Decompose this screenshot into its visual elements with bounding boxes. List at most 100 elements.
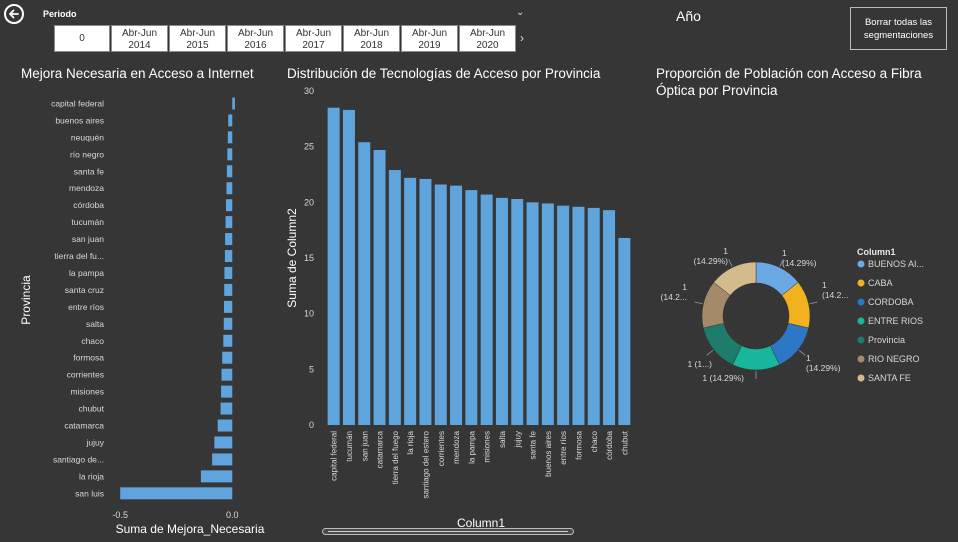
slicer-tile[interactable]: Abr-Jun 2020 [459,25,516,52]
x-tick-label: entre ríos [559,431,568,465]
bar [224,283,233,296]
leader-line [728,259,733,267]
x-tick-label: 0.0 [226,510,239,520]
bar [212,453,233,466]
y-tick-label: san luis [75,488,104,498]
leader-line [809,301,818,305]
bar [511,198,524,425]
chart-fibra-optica-donut[interactable]: 1(14.29%)1(14.2...1(14.29%)1 (14.29%)1 (… [640,230,958,405]
bar [220,402,233,415]
tile-year: 2015 [186,40,209,51]
x-axis-label: Suma de Mejora_Necesaria [116,522,265,536]
bar [225,216,233,229]
y-tick-label: 10 [304,309,314,319]
bar [526,202,539,425]
data-label: 1 (14.29%) [702,373,744,383]
chevron-down-icon[interactable]: ⌄ [516,7,525,18]
clear-all-slicers-button[interactable]: Borrar todas las segmentaciones [850,7,947,50]
slicer-tile[interactable]: Abr-Jun 2015 [169,25,226,52]
slicer-tile[interactable]: Abr-Jun 2016 [227,25,284,52]
bar [465,190,478,425]
y-tick-label: córdoba [73,200,104,210]
slicer-tile[interactable]: Abr-Jun 2017 [285,25,342,52]
legend-marker [857,317,865,325]
leader-line [706,349,714,356]
y-tick-label: tucumán [71,217,104,227]
bar [572,206,585,425]
y-tick-label: jujuy [86,437,105,447]
tile-label: Abr-Jun [295,28,331,39]
y-tick-label: buenos aires [55,115,104,125]
x-tick-label: chaco [590,430,599,452]
x-tick-label: jujuy [513,431,522,448]
tile-label: Abr-Jun [353,28,389,39]
bar [223,334,233,347]
x-tick-label: chubut [620,430,629,455]
y-tick-label: chaco [81,336,104,346]
slicer-tile[interactable]: Abr-Jun 2014 [111,25,168,52]
y-tick-label: tierra del fu... [54,251,104,261]
slicer-tile[interactable]: 0 [54,25,110,52]
back-button[interactable] [4,4,24,24]
x-tick-label: santiago del estero [421,430,430,498]
scrollbar-thumb[interactable] [328,531,568,532]
bar [603,210,616,425]
tile-year: 2019 [418,40,441,51]
y-tick-label: chubut [78,404,104,414]
x-tick-label: tierra del fuego [391,430,400,484]
bar [495,197,508,425]
bar [587,207,600,425]
slicer-tile[interactable]: Abr-Jun 2019 [401,25,458,52]
bar [404,177,417,425]
x-tick-label: la pampa [467,430,476,463]
y-tick-label: 0 [309,420,314,430]
bar [226,199,233,212]
bar [419,178,432,425]
y-tick-label: formosa [73,353,104,363]
y-tick-label: catamarca [64,421,104,431]
bar [434,184,447,425]
x-tick-label: catamarca [376,430,385,468]
year-title: Año [676,8,701,24]
bar [200,470,233,483]
tile-label: Abr-Jun [121,28,157,39]
leader-line [694,301,703,305]
bar [221,385,233,398]
y-tick-label: santa fe [74,166,105,176]
data-label: (14.2... [822,290,848,300]
y-tick-label: 15 [304,253,314,263]
chart-title-fibra: Proporción de Población con Acceso a Fib… [656,66,922,98]
chevron-right-icon[interactable]: › [520,31,524,45]
data-label: (14.29%) [806,363,841,373]
bar [373,150,386,426]
legend-item: SANTA FE [868,373,911,383]
chart-title-distribucion: Distribución de Tecnologías de Acceso po… [287,66,601,81]
tile-label: Abr-Jun [411,28,447,39]
slicer-tile[interactable]: Abr-Jun 2018 [343,25,400,52]
bar [217,419,233,432]
bar [221,368,233,381]
chart-mejora-necesaria[interactable]: capital federal buenos aires neuquén río ne… [0,0,285,542]
chart-title-mejora: Mejora Necesaria en Acceso a Internet [21,66,254,81]
x-tick-label: mendoza [452,430,461,463]
leader-line [779,259,784,267]
bar [227,148,233,161]
legend-marker [857,374,865,382]
y-tick-label: la pampa [69,268,104,278]
legend-item: BUENOS AI... [868,259,924,269]
bar [226,165,233,178]
y-tick-label: 5 [309,364,314,374]
legend-title: Column1 [857,247,896,257]
x-tick-label: tucumán [345,431,354,462]
x-tick-label: formosa [574,430,583,459]
y-tick-label: san juan [72,234,104,244]
y-tick-label: neuquén [71,132,104,142]
legend-marker [857,355,865,363]
y-tick-label: capital federal [51,98,104,108]
y-axis-label: Suma de Column2 [285,208,299,308]
y-axis-label: Provincia [19,275,33,325]
bar [388,170,401,425]
y-tick-label: entre ríos [68,302,104,312]
chart-distribucion-tecnologias[interactable]: 0 5 10 15 20 25 30 capital federal tucumán san ju… [0,0,660,542]
data-label: 1 [682,282,687,292]
